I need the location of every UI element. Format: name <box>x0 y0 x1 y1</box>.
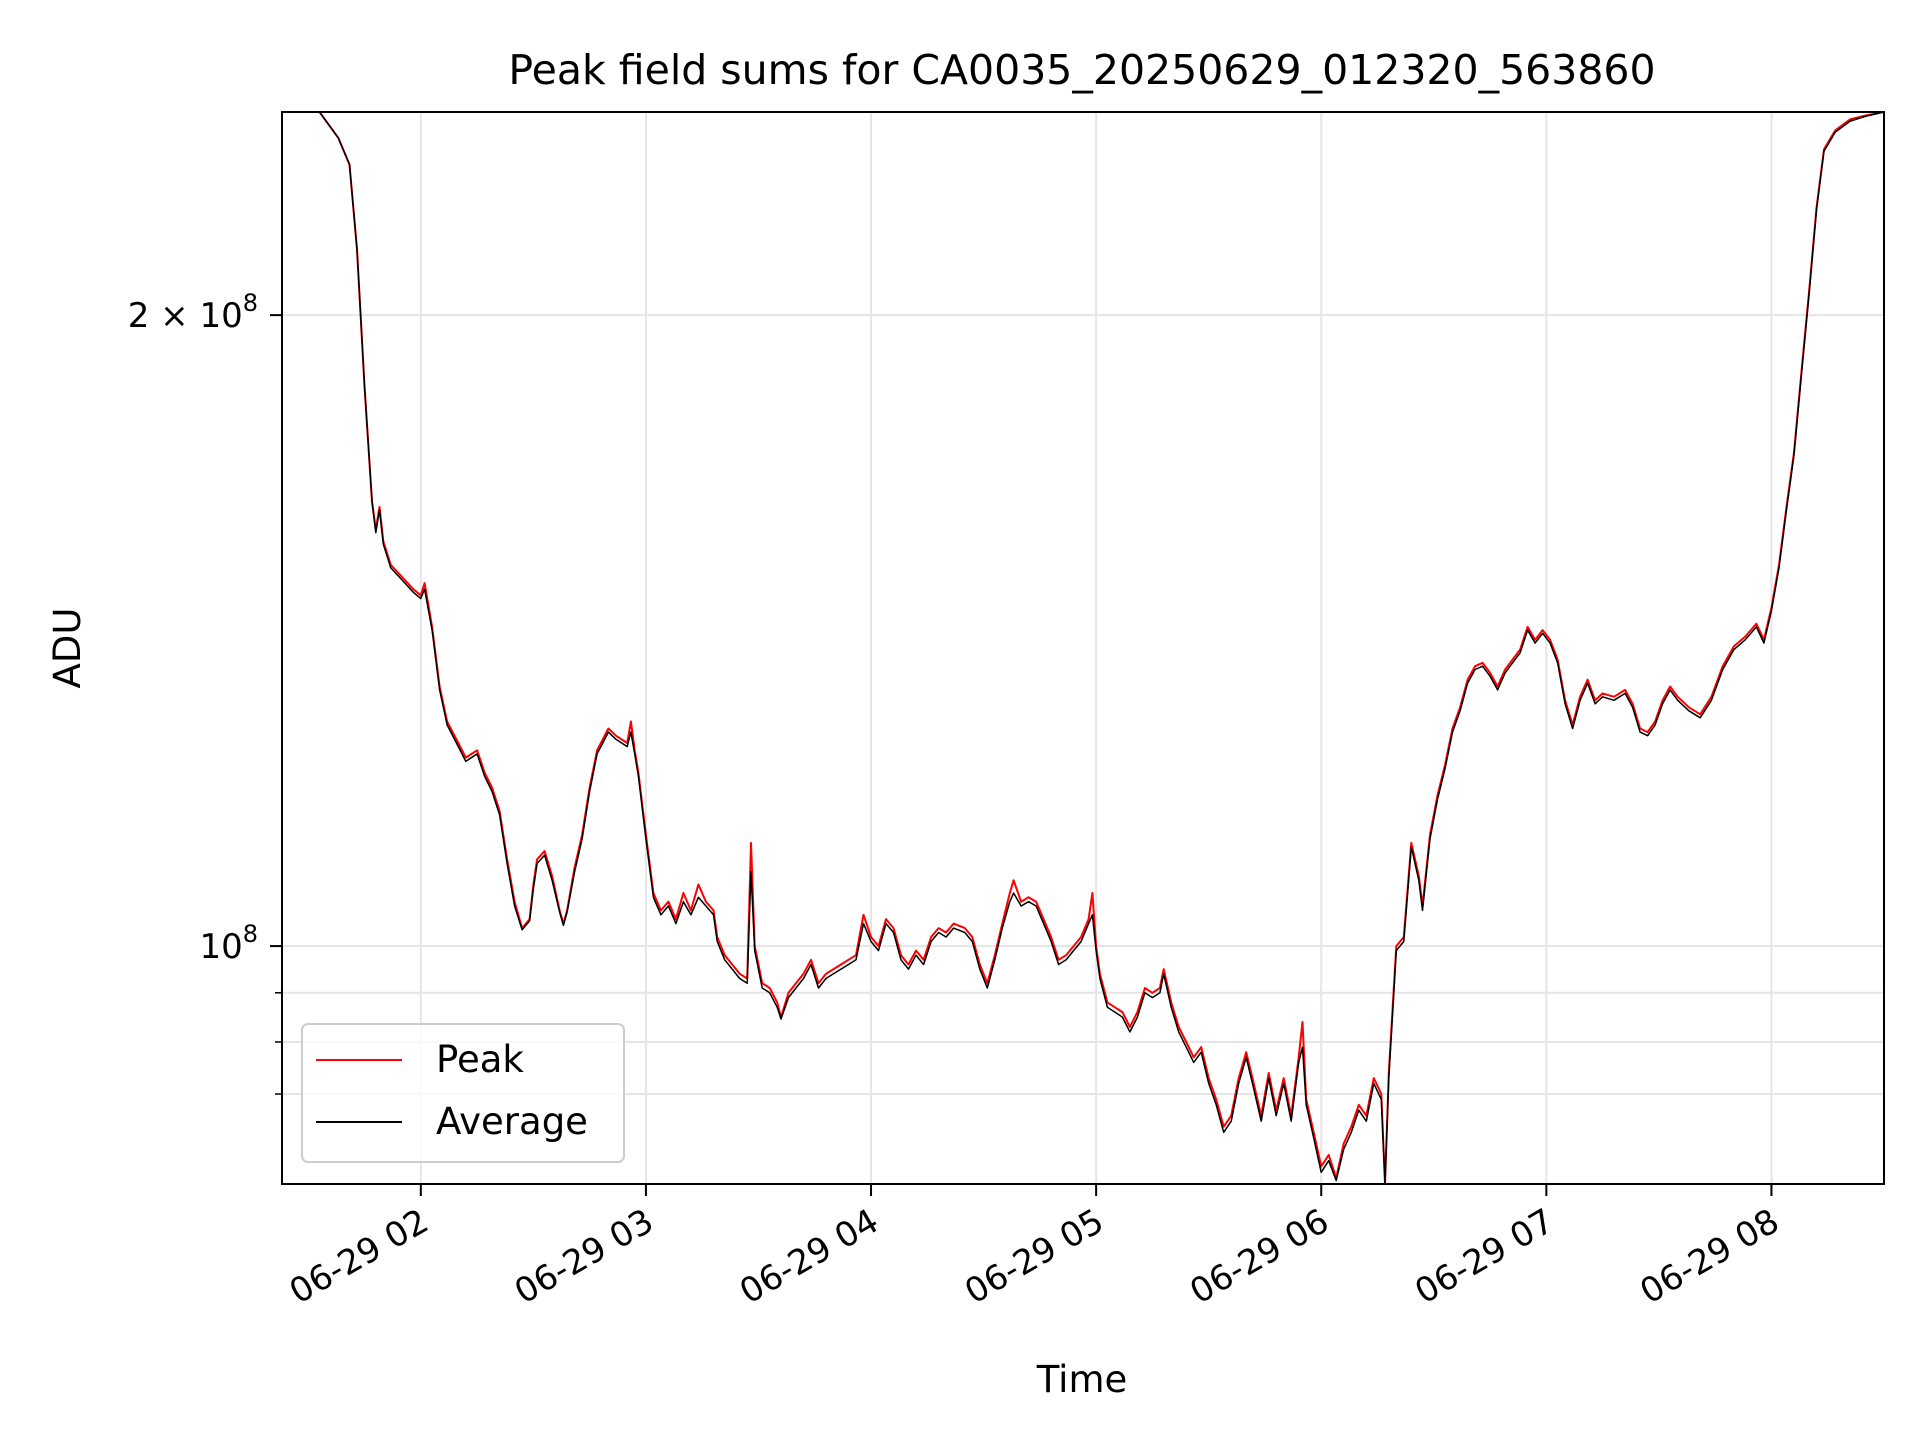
y-tick-label: 108 <box>199 920 258 967</box>
y-axis-label: ADU <box>46 608 89 689</box>
chart-title: Peak field sums for CA0035_20250629_0123… <box>508 46 1655 94</box>
x-axis-label: Time <box>1036 1358 1128 1401</box>
plot-frame <box>281 111 1885 1185</box>
legend: Peak Average <box>301 1023 625 1163</box>
series-line-average <box>282 112 1884 1184</box>
legend-box <box>301 1023 625 1163</box>
y-tick-label: 2 × 108 <box>128 289 258 336</box>
legend-label-peak: Peak <box>436 1038 524 1081</box>
series-layer <box>282 112 1884 1184</box>
legend-label-average: Average <box>436 1100 588 1143</box>
y-axis: 108 2 × 108 <box>128 289 282 1095</box>
